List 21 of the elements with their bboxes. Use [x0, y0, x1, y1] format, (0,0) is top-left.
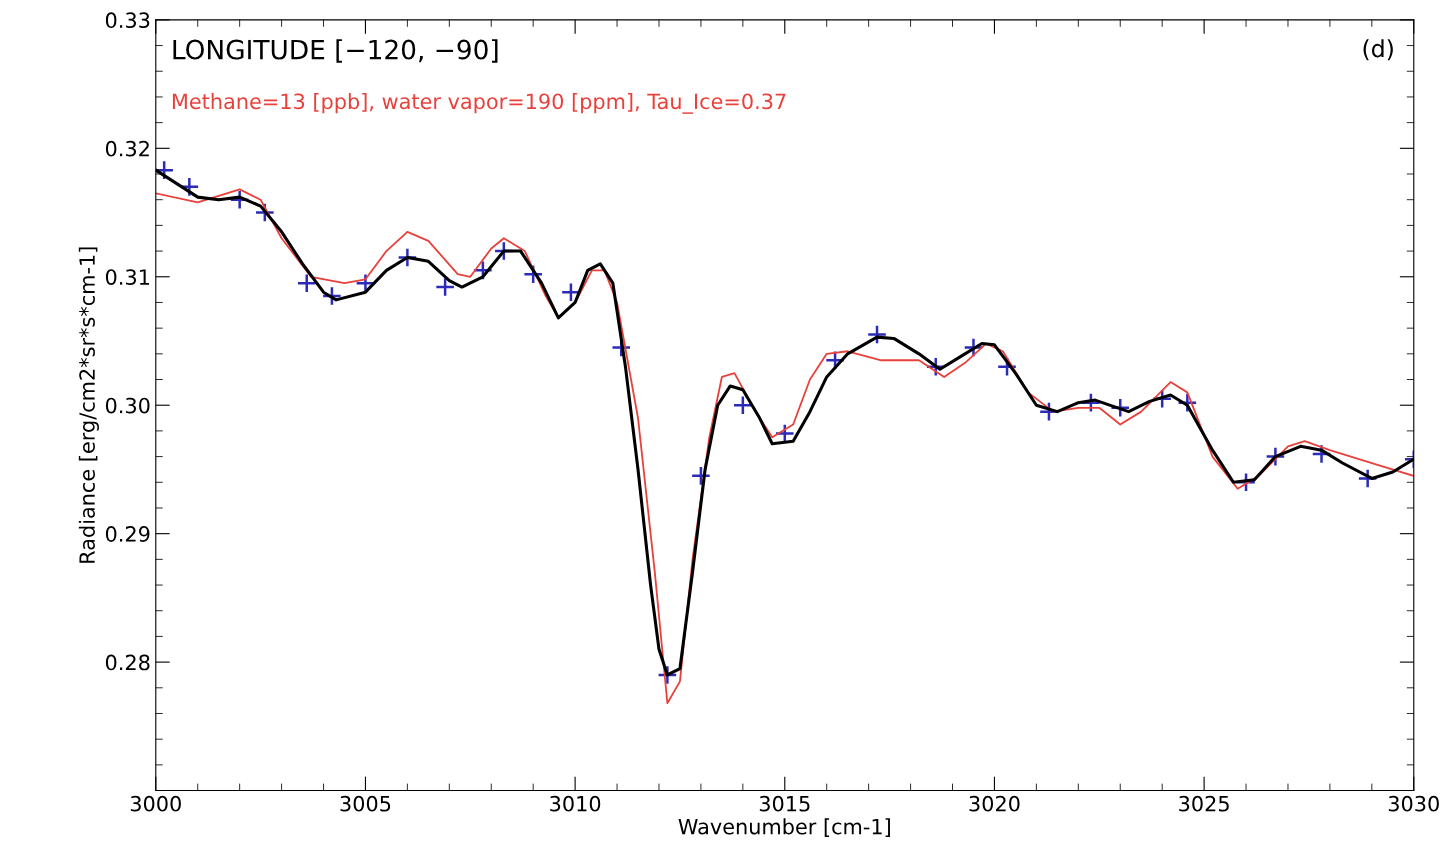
y-tick-label: 0.28: [105, 654, 150, 671]
annotation: Methane=13 [ppb], water vapor=190 [ppm], Tau_Ice=0.37: [172, 93, 786, 114]
x-tick-label: 3000: [130, 795, 181, 812]
y-axis-title: Radiance [erg/cm2*sr*s*cm-1]: [78, 247, 99, 563]
x-tick-label: 3005: [340, 795, 391, 812]
point: [732, 395, 753, 416]
text: LONGITUDE [−120, −90]: [173, 39, 498, 63]
y-tick-label: 0.32: [105, 140, 149, 157]
x-tick-label: 3015: [759, 795, 810, 812]
point: [435, 277, 456, 298]
y-tick-label: 0.30: [105, 397, 150, 414]
x-tick-label: 3020: [969, 795, 1020, 812]
y-tick-label: 0.29: [105, 526, 150, 542]
x-axis-title: Wavenumber [cm-1]: [678, 818, 890, 837]
x-tick-label: 3025: [1179, 795, 1229, 812]
x-tick-label: 3010: [550, 795, 601, 812]
y-tick-label: 0.33: [105, 12, 150, 29]
annotation: (d): [1363, 39, 1393, 61]
point: [296, 273, 317, 294]
x-tick-label: 3030: [1388, 795, 1439, 812]
y-tick-label: 0.31: [105, 269, 150, 285]
